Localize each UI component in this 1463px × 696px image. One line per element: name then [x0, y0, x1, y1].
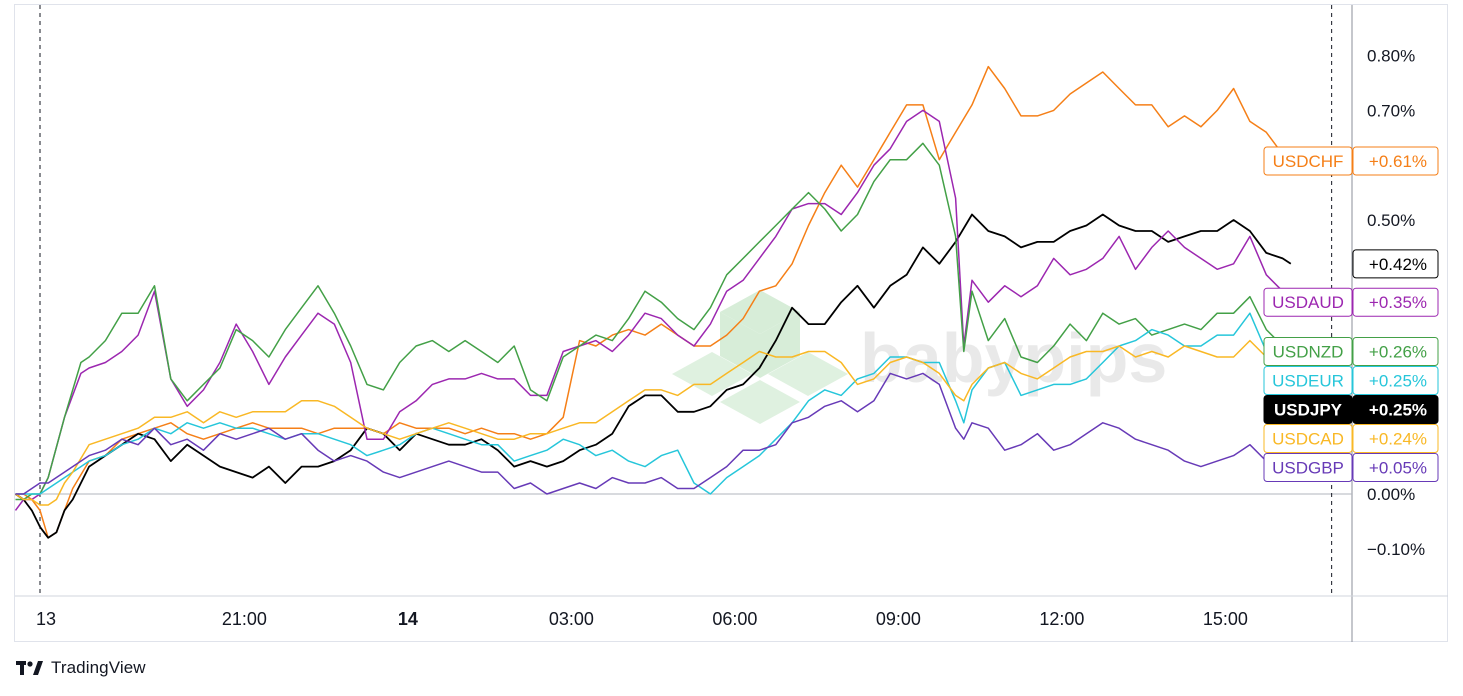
series-line-usdnzd	[15, 142, 1292, 501]
axes: 0.80%0.70%0.50%0.10%0.00%−0.10%1321:0014…	[15, 5, 1448, 642]
series-name-box	[1263, 424, 1353, 454]
watermark: babypips	[672, 290, 1167, 424]
series-lines	[14, 65, 1292, 539]
series-name-label: USDNZD	[1273, 343, 1344, 362]
series-name-tag-usdaud: USDAUD	[1263, 287, 1353, 317]
series-value-box	[1352, 249, 1439, 279]
y-tick-label: 0.00%	[1367, 485, 1415, 504]
series-line-unnamed-1	[14, 213, 1292, 539]
series-line-usdgbp	[15, 372, 1292, 495]
watermark-text: babypips	[860, 319, 1167, 397]
series-name-tag-usdchf: USDCHF	[1263, 146, 1353, 176]
y-tick-label: 0.50%	[1367, 211, 1415, 230]
series-value-label: +0.35%	[1369, 293, 1427, 312]
series-name-tag-usdjpy: USDJPY	[1263, 395, 1353, 425]
tradingview-logo-icon	[16, 661, 43, 675]
babypips-cube-logo-icon	[672, 290, 848, 424]
series-name-tag-usdcad: USDCAD	[1263, 424, 1353, 454]
series-value-label: +0.25%	[1369, 401, 1427, 420]
series-name-box	[1263, 287, 1353, 317]
series-name-label: USDAUD	[1272, 293, 1344, 312]
series-line-usdcad	[15, 339, 1291, 506]
series-value-tag-unnamed-1: +0.42%	[1352, 249, 1439, 279]
series-value-tag-usdaud: +0.35%	[1352, 287, 1439, 317]
series-name-tag-usdnzd: USDNZD	[1263, 337, 1353, 367]
y-tick-label: −0.10%	[1367, 540, 1425, 559]
series-labels: USDCHF +0.61% +0.42% USDAUD +0.35% USDNZD +0.2…	[1263, 146, 1439, 483]
series-name-label: USDGBP	[1272, 459, 1344, 478]
chart-frame	[14, 4, 1448, 642]
series-value-tag-usdnzd: +0.26%	[1352, 337, 1439, 367]
series-name-label: USDEUR	[1272, 372, 1344, 391]
series-value-tag-usdcad: +0.24%	[1352, 424, 1439, 454]
x-tick-label: 03:00	[549, 609, 594, 629]
series-value-label: +0.25%	[1369, 372, 1427, 391]
series-value-label: +0.24%	[1369, 430, 1427, 449]
series-line-usdaud	[14, 109, 1292, 511]
tradingview-brand[interactable]: TradingView	[16, 656, 146, 680]
series-value-label: +0.42%	[1369, 255, 1427, 274]
series-value-box	[1352, 395, 1439, 425]
x-tick-label: 12:00	[1039, 609, 1084, 629]
series-name-box	[1263, 395, 1353, 425]
series-name-tag-usdgbp: USDGBP	[1263, 453, 1353, 483]
series-value-box	[1352, 337, 1439, 367]
series-value-tag-usdjpy: +0.25%	[1352, 395, 1439, 425]
series-line-usdchf	[15, 65, 1292, 539]
y-tick-label: 0.70%	[1367, 101, 1415, 120]
series-value-tag-usdeur: +0.25%	[1352, 366, 1439, 396]
x-tick-label: 15:00	[1203, 609, 1248, 629]
series-value-box	[1352, 287, 1439, 317]
x-tick-label: 09:00	[876, 609, 921, 629]
x-tick-label: 21:00	[222, 609, 267, 629]
series-name-label: USDJPY	[1274, 401, 1343, 420]
x-tick-label: 14	[398, 609, 418, 629]
series-value-label: +0.26%	[1369, 343, 1427, 362]
series-value-box	[1352, 424, 1439, 454]
series-name-box	[1263, 453, 1353, 483]
brand-name: TradingView	[51, 658, 146, 677]
series-value-box	[1352, 366, 1439, 396]
series-name-box	[1263, 366, 1353, 396]
series-value-label: +0.61%	[1369, 152, 1427, 171]
series-name-box	[1263, 337, 1353, 367]
series-name-label: USDCHF	[1273, 152, 1344, 171]
x-tick-label: 06:00	[712, 609, 757, 629]
series-value-label: +0.05%	[1369, 459, 1427, 478]
series-name-box	[1263, 146, 1353, 176]
x-tick-label: 13	[36, 609, 56, 629]
series-value-box	[1352, 453, 1439, 483]
series-name-label: USDCAD	[1272, 430, 1344, 449]
y-tick-label: 0.80%	[1367, 47, 1415, 66]
series-value-box	[1352, 146, 1439, 176]
series-name-tag-usdeur: USDEUR	[1263, 366, 1353, 396]
series-value-tag-usdchf: +0.61%	[1352, 146, 1439, 176]
series-line-usdeur	[15, 312, 1292, 495]
series-value-tag-usdgbp: +0.05%	[1352, 453, 1439, 483]
